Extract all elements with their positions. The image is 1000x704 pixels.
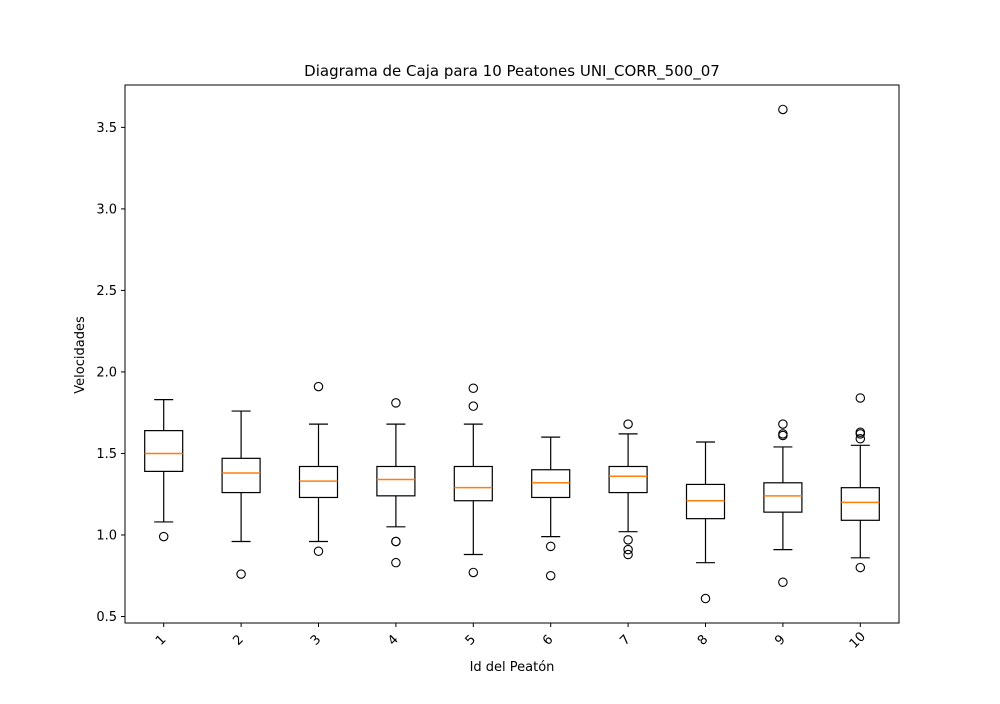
outlier-point: [391, 536, 401, 547]
box-iqr: [144, 430, 184, 472]
y-axis-label: Velocidades: [73, 316, 88, 394]
outlier-point: [855, 393, 866, 403]
outlier-point: [158, 531, 169, 542]
box-iqr: [453, 465, 493, 502]
box-iqr: [685, 483, 726, 520]
box-iqr: [298, 465, 339, 499]
outlier-point: [778, 419, 788, 429]
y-tick-label: 1.0: [96, 528, 117, 543]
outlier-point: [623, 544, 633, 555]
y-tick-label: 3.0: [96, 202, 117, 217]
outlier-point: [313, 381, 324, 392]
outlier-point: [778, 429, 788, 439]
box-iqr: [763, 482, 803, 513]
outlier-point: [468, 567, 479, 578]
outlier-point: [855, 427, 866, 438]
outlier-point: [545, 570, 556, 581]
outlier-point: [391, 398, 401, 408]
outlier-point: [623, 419, 633, 429]
outlier-point: [855, 562, 866, 573]
outlier-point: [468, 401, 479, 411]
outlier-point: [623, 549, 633, 560]
box-iqr: [608, 465, 648, 494]
outlier-point: [236, 569, 246, 579]
box-iqr: [376, 465, 416, 497]
box-iqr: [531, 469, 571, 499]
outlier-point: [700, 593, 711, 604]
outlier-point: [545, 541, 556, 552]
x-axis-label: Id del Peatón: [470, 660, 555, 675]
y-tick-label: 2.0: [96, 365, 117, 380]
plot-frame: [124, 84, 900, 624]
outlier-point: [623, 535, 633, 545]
chart-title: Diagrama de Caja para 10 Peatones UNI_CO…: [304, 62, 720, 81]
y-tick-label: 0.5: [96, 610, 117, 625]
outlier-point: [778, 104, 788, 115]
outlier-point: [855, 434, 866, 444]
box-iqr: [840, 487, 880, 521]
y-tick-label: 1.5: [96, 447, 117, 462]
box-iqr: [221, 457, 261, 494]
y-tick-label: 3.5: [96, 121, 117, 136]
y-tick-label: 2.5: [96, 284, 117, 299]
outlier-point: [468, 383, 479, 393]
outlier-point: [391, 557, 401, 568]
outlier-point: [778, 577, 788, 587]
outlier-point: [313, 546, 324, 557]
